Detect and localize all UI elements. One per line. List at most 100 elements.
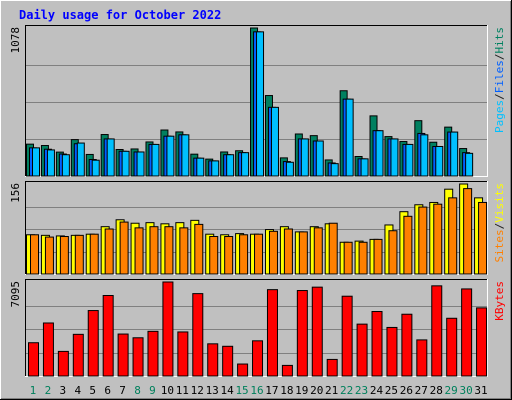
bar-kbytes-day-31 [476,307,488,377]
x-tick-label: 23 [355,384,368,397]
bar-pages-day-3 [61,154,70,177]
series-kbytes [28,281,488,377]
bar-pages-day-23 [360,158,369,177]
bar-kbytes-day-16 [252,340,264,377]
x-tick-label: 12 [191,384,204,397]
bar-kbytes-day-26 [401,313,413,377]
bar-kbytes-day-9 [147,330,159,377]
bar-kbytes-day-1 [28,342,39,377]
legend-visits: Visits [493,183,506,223]
bar-pages-day-28 [435,145,444,177]
bar-sites-day-4 [74,234,84,275]
x-tick-label: 15 [235,384,248,397]
bar-sites-day-8 [134,227,144,275]
bar-pages-day-6 [106,138,115,177]
bar-kbytes-day-19 [296,290,308,377]
bar-kbytes-day-28 [431,285,443,377]
bar-kbytes-day-4 [72,333,84,377]
bar-kbytes-day-5 [87,310,99,377]
bar-pages-day-25 [390,138,399,177]
legend-files: Files [493,60,506,93]
bar-kbytes-day-30 [461,288,473,377]
bar-sites-day-21 [328,222,338,275]
bar-kbytes-day-18 [281,364,293,377]
x-tick-label: 22 [340,384,353,397]
bar-sites-day-23 [358,241,368,275]
panel-legend: Sites/Visits [493,183,506,263]
bar-sites-day-2 [44,236,54,275]
bar-kbytes-day-17 [266,289,278,377]
bar-pages-day-26 [405,143,414,177]
bar-pages-day-11 [181,134,190,177]
bar-sites-day-16 [254,233,264,275]
x-tick-label: 19 [295,384,308,397]
bar-pages-day-16 [256,31,265,177]
panel-max-label: 7095 [9,281,22,308]
panel-kbytes: 7095 KBytes [9,279,506,377]
x-tick-label: 30 [459,384,472,397]
series-sites [30,188,488,275]
bar-kbytes-day-10 [162,281,174,377]
bar-sites-day-14 [224,236,234,275]
x-tick-label: 7 [119,384,126,397]
x-tick-label: 29 [445,384,458,397]
bar-pages-day-24 [375,130,384,177]
bar-pages-day-13 [211,160,220,177]
bar-pages-day-19 [300,138,309,177]
bar-sites-day-1 [30,234,39,275]
panel-legend: KBytes [493,281,506,321]
bar-pages-day-10 [166,135,175,177]
legend-kbytes: KBytes [493,281,506,321]
bar-pages-day-17 [270,106,279,177]
bar-sites-day-7 [119,221,129,275]
panel-visits-sites: 156 Sites/Visits [9,181,506,275]
legend-hits: Hits [493,27,506,54]
x-tick-label: 9 [149,384,156,397]
panel-max-label: 156 [9,183,22,203]
bar-sites-day-9 [149,226,159,275]
x-tick-label: 13 [206,384,219,397]
x-tick-label: 25 [385,384,398,397]
bar-sites-day-15 [239,234,249,275]
bar-pages-day-30 [465,152,474,177]
bar-kbytes-day-21 [326,358,338,377]
bar-sites-day-18 [283,228,293,275]
bar-kbytes-day-25 [386,326,398,377]
bar-kbytes-day-7 [117,333,129,377]
x-tick-label: 6 [104,384,111,397]
bar-pages-day-20 [315,140,324,177]
panel-max-label: 1078 [9,27,22,54]
bar-kbytes-day-8 [132,337,144,377]
x-tick-label: 10 [161,384,174,397]
bar-sites-day-13 [209,236,219,275]
bar-sites-day-22 [343,241,353,275]
x-tick-label: 16 [250,384,263,397]
bar-sites-day-5 [89,233,99,275]
bar-pages-day-1 [32,147,40,177]
bar-pages-day-22 [345,98,354,177]
x-tick-label: 21 [325,384,338,397]
x-tick-label: 11 [176,384,189,397]
x-axis-labels: 1 2 3 4 5 6 7 8 9 10 11 12 13 14 15 16 17 18 19 20 21 22 23 24 2… [30,384,488,397]
bar-pages-day-8 [136,151,145,177]
x-tick-label: 3 [60,384,67,397]
bar-sites-day-24 [373,238,383,275]
bar-sites-day-17 [268,230,278,275]
bar-sites-day-29 [448,197,458,275]
legend-separator: / [493,54,506,61]
bar-kbytes-day-20 [311,286,323,377]
bar-pages-day-15 [241,152,250,177]
bar-sites-day-19 [298,231,308,275]
bar-kbytes-day-3 [57,350,69,377]
bar-sites-day-28 [433,203,443,275]
chart-title: Daily usage for October 2022 [19,8,221,22]
x-tick-label: 17 [265,384,278,397]
bar-sites-day-3 [59,236,69,275]
legend-sites: Sites [493,229,506,262]
bar-sites-day-12 [194,223,204,275]
bar-sites-day-25 [388,230,398,275]
bar-kbytes-day-6 [102,295,114,377]
bar-pages-day-4 [76,142,85,177]
